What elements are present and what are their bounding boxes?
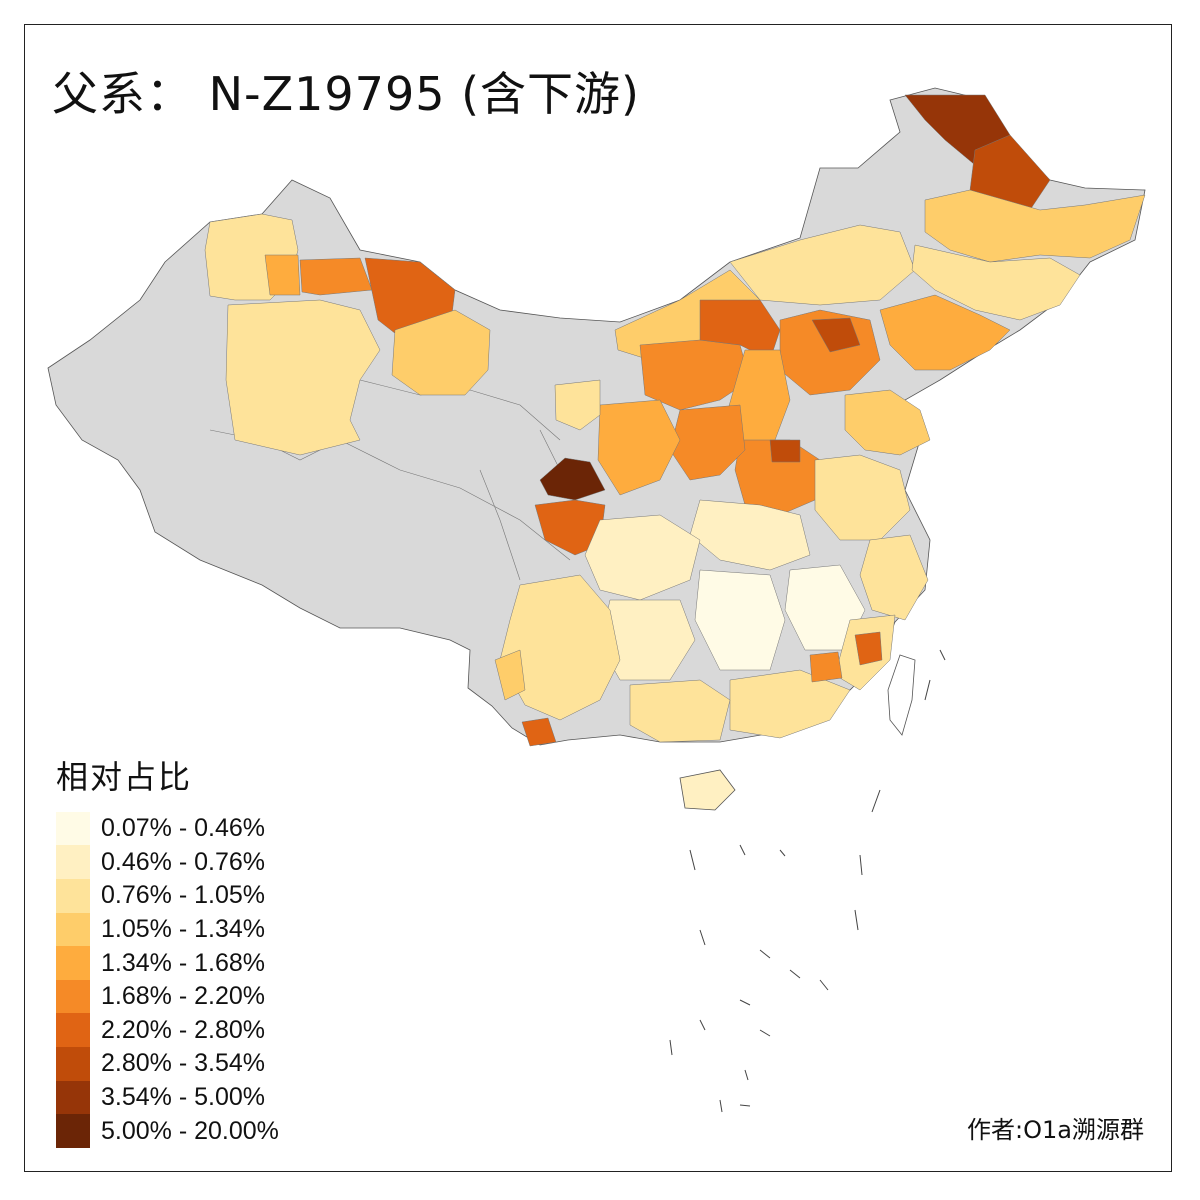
region-gansu-east (597, 399, 681, 496)
region-hainan (679, 769, 736, 811)
region-liaoning (879, 294, 1011, 371)
region-jilin (911, 244, 1081, 321)
region-guangdong (729, 669, 851, 739)
region-yunnan (499, 574, 621, 721)
region-gansu-hotspot (539, 457, 606, 501)
legend-items: 0.07% - 0.46% 0.46% - 0.76% 0.76% - 1.05% 1… (56, 811, 279, 1149)
region-xinjiang-urumqi (264, 254, 301, 296)
region-guangdong-hotspot (809, 651, 843, 683)
legend-label: 3.54% - 5.00% (101, 1083, 265, 1112)
region-guangxi (629, 679, 731, 743)
region-sichuan-chongqing (584, 514, 701, 601)
legend-swatch (56, 1046, 90, 1081)
legend-title: 相对占比 (56, 758, 193, 796)
legend-label: 2.80% - 3.54% (101, 1049, 265, 1078)
legend-swatch (56, 1013, 90, 1048)
legend-label: 5.00% - 20.00% (101, 1116, 279, 1145)
region-fujian-hotspot (854, 631, 883, 666)
region-xinjiang-south (225, 299, 381, 456)
region-zhejiang (859, 534, 929, 621)
region-taiwan (887, 654, 916, 736)
legend-label: 1.34% - 1.68% (101, 948, 265, 977)
legend-item: 1.68% - 2.20% (56, 979, 279, 1014)
map-title: 父系： N-Z19795 (含下游) (52, 67, 640, 121)
region-xinjiang-east-a (299, 257, 373, 296)
legend-item: 2.20% - 2.80% (56, 1013, 279, 1048)
legend-label: 0.46% - 0.76% (101, 847, 265, 876)
legend-swatch (56, 979, 90, 1014)
region-beijing-core (811, 317, 861, 353)
map-legend: 相对占比 0.07% - 0.46% 0.46% - 0.76% 0.76% - 1… (56, 752, 279, 1149)
region-yunnan-hotspot (521, 717, 557, 747)
legend-label: 1.68% - 2.20% (101, 982, 265, 1011)
legend-item: 5.00% - 20.00% (56, 1114, 279, 1149)
region-jiangsu-anhui (814, 454, 911, 541)
region-xinjiang-hami (391, 309, 491, 396)
legend-label: 1.05% - 1.34% (101, 915, 265, 944)
legend-item: 0.46% - 0.76% (56, 845, 279, 880)
legend-swatch (56, 912, 90, 947)
author-credit: 作者:O1a溯源群 (967, 1116, 1144, 1144)
region-hunan (694, 569, 786, 671)
legend-item: 0.07% - 0.46% (56, 811, 279, 846)
legend-item: 0.76% - 1.05% (56, 878, 279, 913)
legend-label: 0.76% - 1.05% (101, 881, 265, 910)
legend-swatch (56, 946, 90, 981)
legend-item: 1.34% - 1.68% (56, 946, 279, 981)
legend-swatch (56, 845, 90, 880)
legend-swatch (56, 1080, 90, 1115)
region-yunnan-west (494, 649, 526, 701)
legend-item: 3.54% - 5.00% (56, 1080, 279, 1115)
region-gansu-strip (554, 379, 601, 431)
legend-item: 2.80% - 3.54% (56, 1046, 279, 1081)
region-heilongjiang-south (924, 189, 1146, 263)
region-shandong (844, 389, 931, 456)
legend-swatch (56, 811, 90, 846)
legend-item: 1.05% - 1.34% (56, 912, 279, 947)
legend-swatch (56, 1114, 90, 1149)
south-sea-islands (669, 649, 946, 1113)
legend-label: 0.07% - 0.46% (101, 814, 265, 843)
region-henan-hotspot (769, 439, 801, 463)
legend-label: 2.20% - 2.80% (101, 1015, 265, 1044)
legend-swatch (56, 878, 90, 913)
map-frame (24, 24, 1172, 1172)
region-inner-mongolia-mid (729, 224, 916, 306)
